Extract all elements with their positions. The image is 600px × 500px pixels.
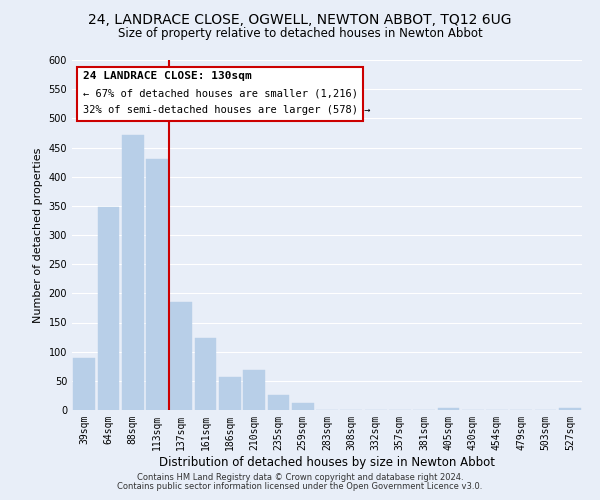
Bar bbox=[559, 408, 581, 410]
Text: ← 67% of detached houses are smaller (1,216): ← 67% of detached houses are smaller (1,… bbox=[83, 88, 358, 98]
X-axis label: Distribution of detached houses by size in Newton Abbot: Distribution of detached houses by size … bbox=[159, 456, 495, 468]
Bar bbox=[243, 370, 265, 410]
Bar bbox=[170, 302, 192, 410]
Text: 32% of semi-detached houses are larger (578) →: 32% of semi-detached houses are larger (… bbox=[83, 105, 371, 115]
Bar bbox=[122, 134, 143, 410]
Text: 24 LANDRACE CLOSE: 130sqm: 24 LANDRACE CLOSE: 130sqm bbox=[83, 71, 252, 81]
Bar bbox=[73, 358, 95, 410]
Bar bbox=[268, 396, 289, 410]
FancyBboxPatch shape bbox=[77, 67, 363, 121]
Text: Contains public sector information licensed under the Open Government Licence v3: Contains public sector information licen… bbox=[118, 482, 482, 491]
Bar bbox=[194, 338, 217, 410]
Bar bbox=[437, 408, 460, 410]
Text: Contains HM Land Registry data © Crown copyright and database right 2024.: Contains HM Land Registry data © Crown c… bbox=[137, 474, 463, 482]
Text: 24, LANDRACE CLOSE, OGWELL, NEWTON ABBOT, TQ12 6UG: 24, LANDRACE CLOSE, OGWELL, NEWTON ABBOT… bbox=[88, 12, 512, 26]
Bar bbox=[292, 403, 314, 410]
Text: Size of property relative to detached houses in Newton Abbot: Size of property relative to detached ho… bbox=[118, 28, 482, 40]
Bar bbox=[97, 207, 119, 410]
Bar bbox=[219, 377, 241, 410]
Bar bbox=[146, 159, 168, 410]
Y-axis label: Number of detached properties: Number of detached properties bbox=[33, 148, 43, 322]
